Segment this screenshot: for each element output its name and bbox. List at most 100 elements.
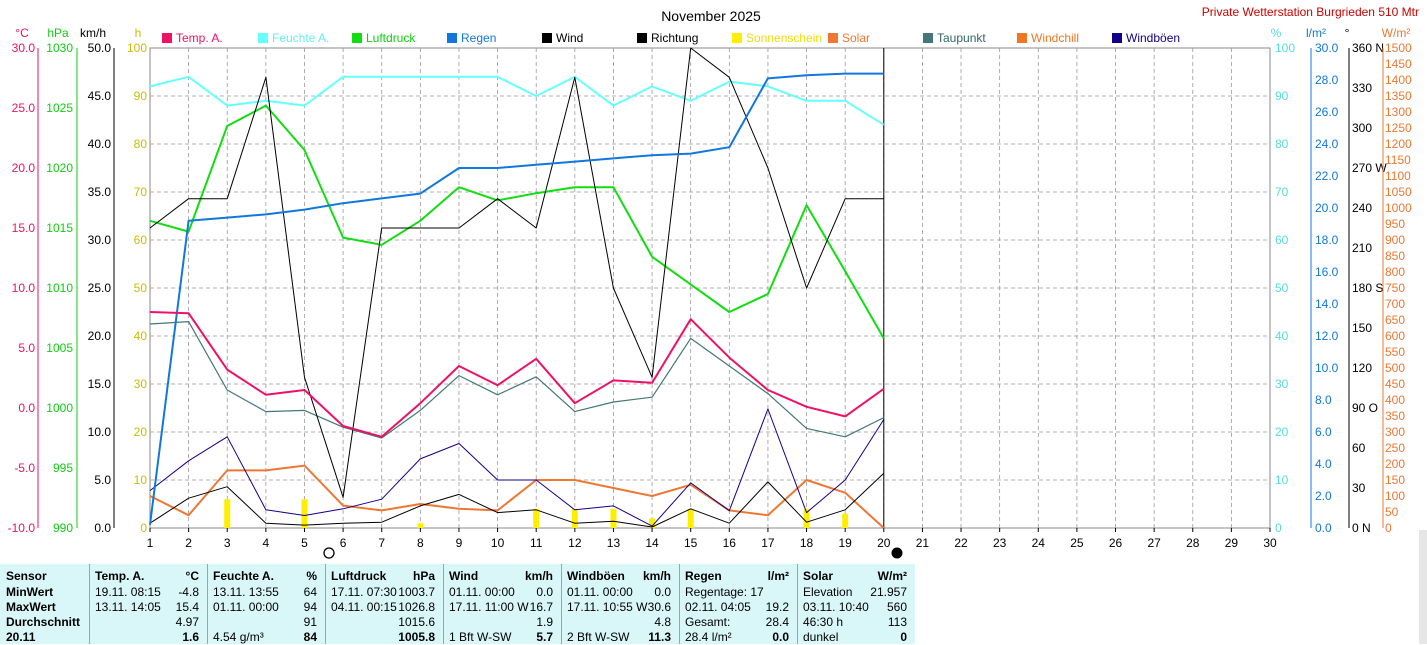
temp-tick-label: 0.0: [18, 401, 35, 415]
wind-tick-label: 45.0: [88, 89, 112, 103]
humidity-unit-label: %: [1271, 26, 1282, 40]
direction-tick-label: 120: [1352, 361, 1372, 375]
sunshine-bar: [224, 499, 231, 528]
pressure-tick-label: 1000: [46, 401, 73, 415]
direction-tick-label: 150: [1352, 321, 1372, 335]
pressure-tick-label: 995: [53, 461, 73, 475]
series-line-taupunkt: [149, 321, 885, 439]
stats-cell-value: 1.9: [536, 615, 553, 629]
stats-cell-time: 4.54 g/m³: [213, 630, 264, 644]
solar-tick-label: 1000: [1385, 201, 1412, 215]
stats-cell-time: 17.11. 11:00 W: [449, 600, 529, 614]
pressure-tick-label: 1005: [46, 341, 73, 355]
sun-tick-label: 100: [127, 41, 147, 55]
rain-tick-label: 22.0: [1315, 169, 1339, 183]
rain-tick-label: 26.0: [1315, 105, 1339, 119]
rain-tick-label: 18.0: [1315, 233, 1339, 247]
stats-cell-time: Regentage: 17: [685, 585, 764, 599]
sun-tick-label: 40: [134, 329, 148, 343]
x-tick-label: 14: [645, 536, 659, 550]
solar-tick-label: 250: [1385, 441, 1405, 455]
rain-tick-label: 6.0: [1315, 425, 1332, 439]
temp-tick-label: -5.0: [14, 461, 35, 475]
stats-cell-time: 28.4 l/m²: [685, 630, 732, 644]
legend-entry: Richtung: [651, 31, 698, 45]
solar-tick-label: 700: [1385, 297, 1405, 311]
x-tick-label: 17: [761, 536, 775, 550]
stats-header-name: Luftdruck: [331, 569, 387, 583]
stats-cell-value: 1005.8: [398, 630, 435, 644]
wind-tick-label: 20.0: [88, 329, 112, 343]
temp-tick-label: 25.0: [12, 101, 36, 115]
wind-tick-label: 40.0: [88, 137, 112, 151]
x-axis: 1 2 3 4 5 6 7 8 9 10 11 12 13 14 15 16 17 18 19 20 21 22 23 24 2…: [147, 528, 1277, 550]
legend-swatch: [1112, 33, 1122, 43]
stats-cell-value: 64: [303, 585, 317, 599]
stats-row-label: 20.11: [0, 629, 89, 645]
solar-tick-label: 550: [1385, 345, 1405, 359]
stats-cell-time: 46:30 h: [803, 615, 844, 629]
scrollbar[interactable]: [1419, 530, 1427, 644]
sun-tick-label: 80: [134, 137, 148, 151]
temp-tick-label: 30.0: [12, 41, 36, 55]
sun-tick-label: 60: [134, 233, 148, 247]
legend-entry: Windböen: [1126, 31, 1180, 45]
humidity-tick-label: 90: [1275, 89, 1289, 103]
x-tick-label: 30: [1263, 536, 1277, 550]
humidity-tick-label: 60: [1275, 233, 1289, 247]
stats-cell-value: 0: [900, 630, 907, 644]
stats-column: Solar W/m² Elevation 21.957 03.11. 10:40 560 4…: [797, 564, 915, 644]
series-line-solar: [149, 464, 885, 529]
wind-tick-label: 0.0: [94, 521, 111, 535]
grid: [149, 47, 1271, 529]
stats-cell-time: 01.11. 00:00: [567, 585, 633, 599]
stats-empty-area: [915, 564, 1419, 644]
stats-cell: 01.11. 00:00 0.0: [443, 584, 561, 600]
solar-tick-label: 1500: [1385, 41, 1412, 55]
x-tick-label: 19: [838, 536, 852, 550]
series-line-temp-a-: [149, 311, 885, 438]
stats-cell: 2 Bft W-SW 11.3: [561, 629, 679, 645]
axis-units: °C hPa km/h h% l/m² ° W/m²: [15, 26, 1410, 40]
stats-cell: 13.11. 13:55 64: [207, 584, 325, 600]
rain-tick-label: 4.0: [1315, 457, 1332, 471]
stats-cell-value: 4.97: [175, 615, 199, 629]
column-separator: [561, 564, 562, 644]
stats-cell-value: 94: [303, 600, 317, 614]
x-tick-label: 12: [568, 536, 582, 550]
full-moon-icon: [323, 547, 335, 559]
column-separator: [207, 564, 208, 644]
stats-cell: 1015.6: [325, 614, 443, 630]
weather-chart: November 2025 Private Wetterstation Burg…: [8, 5, 1419, 559]
stats-cell-time: 2 Bft W-SW: [567, 630, 630, 644]
stats-cell-value: 28.4: [765, 615, 789, 629]
solar-tick-label: 450: [1385, 377, 1405, 391]
legend-swatch: [637, 33, 647, 43]
legend-swatch: [162, 33, 172, 43]
solar-tick-label: 350: [1385, 409, 1405, 423]
stats-cell-value: 560: [886, 600, 907, 614]
wind-tick-label: 5.0: [94, 473, 111, 487]
solar-tick-label: 750: [1385, 281, 1405, 295]
sun-tick-label: 70: [134, 185, 148, 199]
legend-entry: Wind: [556, 31, 583, 45]
stats-cell-time: Gesamt:: [685, 615, 731, 629]
x-tick-label: 5: [301, 536, 308, 550]
stats-header-name: Sensor: [6, 569, 47, 583]
direction-tick-label: 90 O: [1352, 401, 1378, 415]
x-tick-label: 18: [800, 536, 814, 550]
stats-cell: 1.6: [89, 629, 207, 645]
stats-cell: 01.11. 00:00 0.0: [561, 584, 679, 600]
direction-tick-label: 330: [1352, 81, 1372, 95]
temp-tick-label: -10.0: [8, 521, 36, 535]
solar-tick-label: 850: [1385, 249, 1405, 263]
stats-header-unit: l/m²: [767, 569, 789, 583]
stats-cell: 28.4 l/m² 0.0: [679, 629, 797, 645]
legend-entry: Windchill: [1031, 31, 1079, 45]
stats-cell: Regentage: 17: [679, 584, 797, 600]
stats-cell: Elevation 21.957: [797, 584, 915, 600]
pressure-tick-label: 1015: [46, 221, 73, 235]
sunshine-bar: [571, 508, 578, 528]
direction-tick-label: 180 S: [1352, 281, 1383, 295]
rain-unit-label: l/m²: [1306, 26, 1326, 40]
